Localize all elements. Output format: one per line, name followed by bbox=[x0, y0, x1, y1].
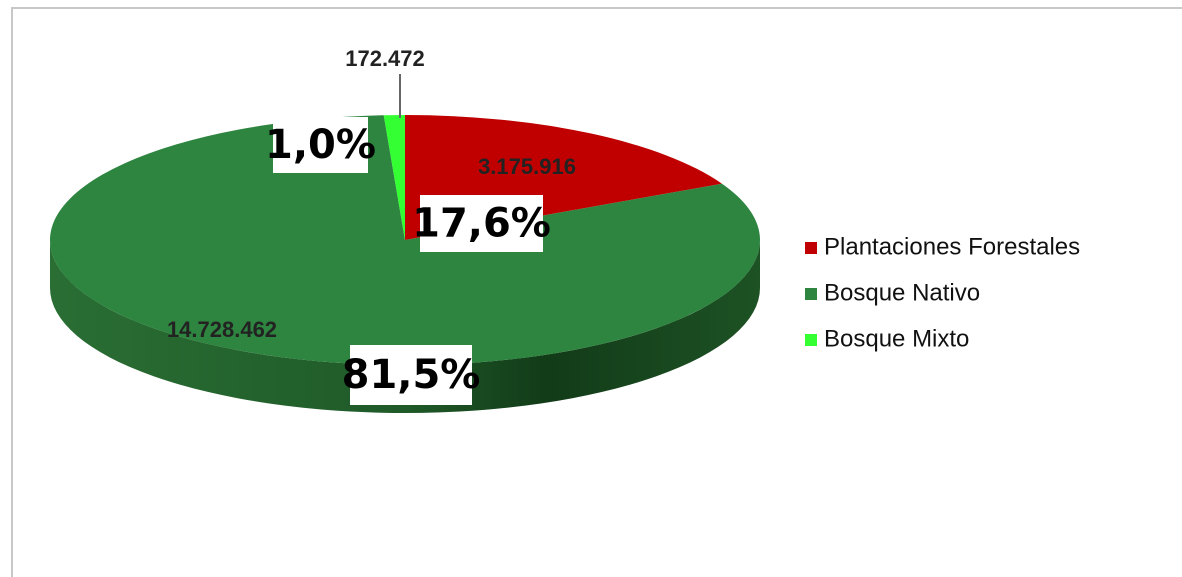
percent-label: 81,5% bbox=[342, 352, 481, 398]
value-label: 172.472 bbox=[345, 46, 425, 71]
slice bbox=[383, 115, 405, 240]
value-label: 14.728.462 bbox=[167, 317, 277, 342]
legend-swatch bbox=[805, 334, 817, 346]
percent-box bbox=[350, 345, 472, 405]
percent-label: 1,0% bbox=[265, 122, 376, 168]
percent-box bbox=[273, 117, 368, 173]
legend-label: Bosque Nativo bbox=[824, 279, 980, 306]
legend-label: Plantaciones Forestales bbox=[824, 233, 1080, 260]
frame bbox=[11, 7, 1182, 577]
percent-label: 17,6% bbox=[412, 201, 551, 247]
slice-side bbox=[50, 240, 760, 413]
legend-swatch bbox=[805, 288, 817, 300]
legend-label: Bosque Mixto bbox=[824, 325, 969, 352]
legend-swatch bbox=[805, 242, 817, 254]
value-label: 3.175.916 bbox=[478, 154, 576, 179]
percent-box bbox=[420, 195, 543, 252]
slice bbox=[49, 115, 761, 365]
